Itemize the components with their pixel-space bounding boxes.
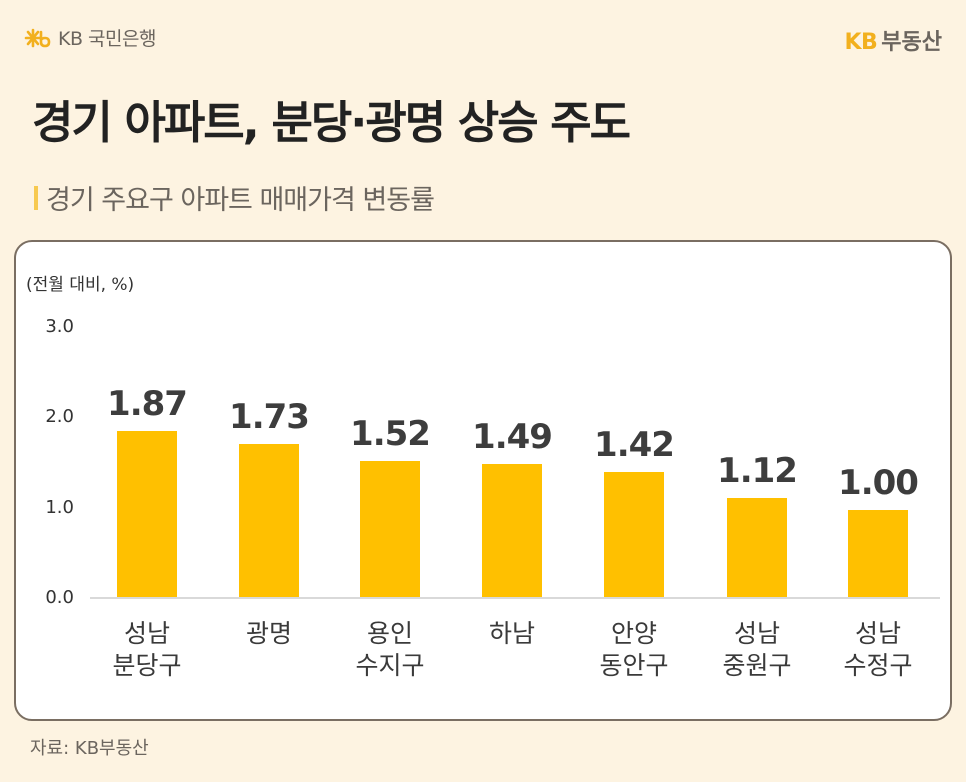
category-line2: 분당구 bbox=[112, 651, 182, 680]
bar-seongnam-jungwon bbox=[727, 498, 787, 597]
category-label: 하남 bbox=[452, 618, 572, 650]
bar-hanam bbox=[482, 464, 542, 597]
category-label: 안양 동안구 bbox=[574, 618, 694, 682]
bar-seongnam-bundang bbox=[117, 431, 177, 597]
chart-subtitle: 경기 주요구 아파트 매매가격 변동률 bbox=[34, 178, 435, 217]
y-axis-unit-label: (전월 대비, %) bbox=[26, 275, 135, 295]
category-line1: 성남 bbox=[854, 619, 901, 648]
kb-realty-name: 부동산 bbox=[881, 30, 942, 55]
bar-value-label: 1.52 bbox=[350, 414, 431, 454]
y-tick-1: 1.0 bbox=[45, 497, 74, 518]
subtitle-accent-bar bbox=[34, 185, 38, 210]
bar-value-label: 1.87 bbox=[107, 384, 188, 424]
category-line1: 안양 bbox=[610, 619, 657, 648]
category-line2: 동안구 bbox=[599, 651, 669, 680]
category-line1: 용인 bbox=[366, 619, 413, 648]
category-line1: 성남 bbox=[123, 619, 170, 648]
source-note: 자료: KB부동산 bbox=[30, 738, 149, 759]
title-highlight: 분당·광명 상승 주도 bbox=[265, 86, 635, 151]
category-line2: 수정구 bbox=[843, 651, 913, 680]
title-plain: 경기 아파트, bbox=[32, 96, 260, 149]
y-tick-0: 0.0 bbox=[45, 587, 74, 608]
kb-star-icon bbox=[24, 28, 51, 47]
subtitle-text: 경기 주요구 아파트 매매가격 변동률 bbox=[46, 185, 435, 216]
category-line1: 성남 bbox=[733, 619, 780, 648]
bar-value-label: 1.12 bbox=[717, 451, 798, 491]
bar-seongnam-sujeong bbox=[848, 510, 908, 597]
chart-card: (전월 대비, %) 3.0 2.0 1.0 0.0 1.87 성남 분당구 1… bbox=[14, 240, 952, 721]
kb-realty-kb: KB bbox=[844, 30, 878, 55]
y-tick-3: 3.0 bbox=[45, 316, 74, 337]
category-label: 광명 bbox=[209, 618, 329, 650]
category-label: 성남 중원구 bbox=[697, 618, 817, 682]
x-axis-baseline bbox=[90, 597, 940, 599]
category-line1: 광명 bbox=[245, 619, 292, 648]
bar-yongin-suji bbox=[360, 461, 420, 597]
kb-bank-name: KB 국민은행 bbox=[58, 28, 156, 50]
page-title: 경기 아파트, 분당·광명 상승 주도 bbox=[32, 86, 635, 151]
category-label: 성남 분당구 bbox=[87, 618, 207, 682]
category-line2: 수지구 bbox=[355, 651, 425, 680]
bar-gwangmyeong bbox=[239, 444, 299, 597]
bar-value-label: 1.00 bbox=[838, 463, 919, 503]
category-label: 성남 수정구 bbox=[818, 618, 938, 682]
category-line2: 중원구 bbox=[722, 651, 792, 680]
bar-anyang-dongan bbox=[604, 472, 664, 597]
bar-value-label: 1.73 bbox=[229, 397, 310, 437]
bar-value-label: 1.42 bbox=[594, 425, 675, 465]
category-label: 용인 수지구 bbox=[330, 618, 450, 682]
kb-realty-logo: KB 부동산 bbox=[844, 24, 942, 56]
bar-value-label: 1.49 bbox=[472, 417, 553, 457]
kb-bank-logo: KB 국민은행 bbox=[24, 24, 156, 51]
category-line1: 하남 bbox=[488, 619, 535, 648]
y-tick-2: 2.0 bbox=[45, 406, 74, 427]
